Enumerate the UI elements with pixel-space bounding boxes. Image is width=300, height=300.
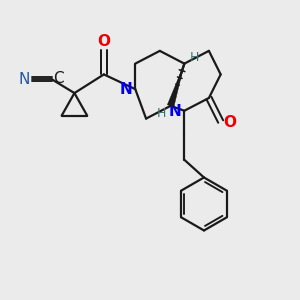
Text: H: H: [189, 51, 199, 64]
Text: N: N: [169, 104, 182, 119]
Text: N: N: [19, 72, 30, 87]
Text: H: H: [156, 107, 166, 120]
Text: C: C: [53, 71, 64, 86]
Text: N: N: [120, 82, 132, 97]
Text: O: O: [224, 115, 237, 130]
Text: O: O: [98, 34, 110, 49]
Polygon shape: [167, 64, 184, 107]
